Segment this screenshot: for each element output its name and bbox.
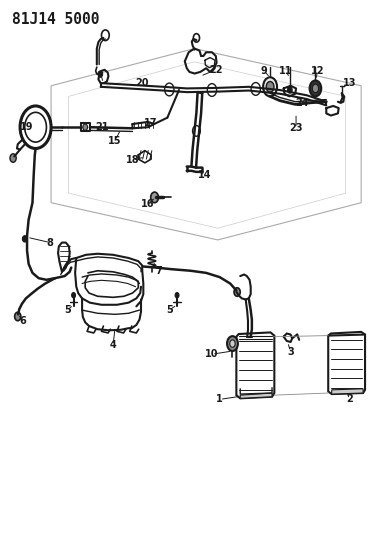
Circle shape <box>165 83 174 96</box>
Circle shape <box>266 82 274 92</box>
Text: 4: 4 <box>110 340 116 350</box>
Circle shape <box>287 87 292 93</box>
Text: 22: 22 <box>209 65 223 75</box>
Polygon shape <box>240 393 272 398</box>
Polygon shape <box>328 332 365 394</box>
Polygon shape <box>237 333 274 398</box>
Text: 6: 6 <box>20 316 26 326</box>
Text: 23: 23 <box>289 123 303 133</box>
Circle shape <box>83 124 88 131</box>
Text: 20: 20 <box>135 78 149 88</box>
Circle shape <box>10 154 16 163</box>
Circle shape <box>312 84 319 93</box>
Text: 1: 1 <box>216 394 223 405</box>
Text: 5: 5 <box>64 305 71 315</box>
Text: 21: 21 <box>95 122 109 132</box>
Text: 24: 24 <box>296 98 309 108</box>
Text: 17: 17 <box>144 118 158 128</box>
Circle shape <box>227 336 238 351</box>
Circle shape <box>234 288 240 296</box>
Polygon shape <box>332 389 363 394</box>
Text: 19: 19 <box>20 122 34 132</box>
Text: 7: 7 <box>156 266 162 276</box>
Circle shape <box>310 80 321 96</box>
Circle shape <box>193 126 200 136</box>
Text: 10: 10 <box>205 349 219 359</box>
Circle shape <box>23 236 27 242</box>
Circle shape <box>207 84 217 96</box>
Text: 13: 13 <box>343 78 356 88</box>
Text: 3: 3 <box>287 346 294 357</box>
Text: 11: 11 <box>279 66 293 76</box>
Text: 18: 18 <box>126 155 139 165</box>
Text: 14: 14 <box>198 170 211 180</box>
Circle shape <box>98 71 103 77</box>
Circle shape <box>72 293 75 298</box>
Text: 9: 9 <box>261 66 268 76</box>
Circle shape <box>175 293 179 298</box>
Circle shape <box>151 192 158 203</box>
Text: 2: 2 <box>346 394 353 405</box>
Text: 81J14 5000: 81J14 5000 <box>12 12 100 27</box>
Text: 15: 15 <box>108 135 122 146</box>
Circle shape <box>263 77 277 96</box>
Text: 8: 8 <box>47 238 54 247</box>
Text: 12: 12 <box>311 66 324 76</box>
Text: 16: 16 <box>141 199 155 209</box>
Circle shape <box>15 312 21 321</box>
Circle shape <box>251 83 260 95</box>
Text: 5: 5 <box>166 305 173 315</box>
Circle shape <box>230 340 235 348</box>
